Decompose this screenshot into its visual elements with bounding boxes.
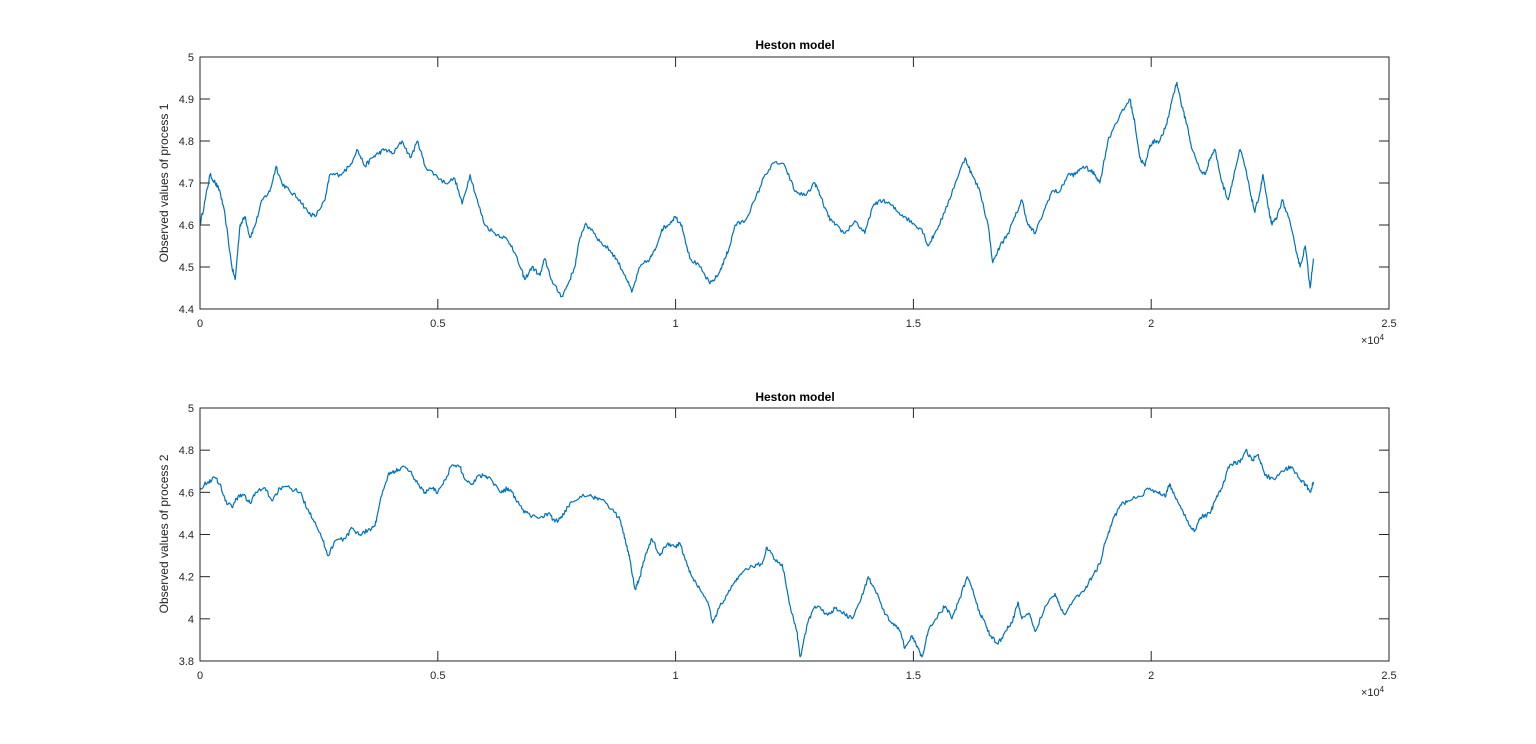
y-tick-label: 4: [188, 614, 194, 626]
x-tick-label: 2: [1148, 670, 1154, 682]
data-line-process-2[interactable]: [199, 448, 1314, 658]
x-multiplier: ×104: [1361, 333, 1385, 347]
y-tick-label: 4.6: [179, 220, 194, 232]
x-tick-label: 1: [673, 670, 679, 682]
y-tick-label: 4.5: [179, 262, 194, 274]
y-tick-label: 5: [188, 403, 194, 415]
axes-process-1[interactable]: Heston model Observed values of process …: [157, 38, 1397, 347]
x-tick-label: 1.5: [906, 318, 921, 330]
x-tick-label: 1: [673, 318, 679, 330]
chart-title: Heston model: [755, 390, 834, 404]
x-tick-label: 0: [197, 318, 203, 330]
y-tick-label: 4.8: [179, 136, 194, 148]
x-tick-label: 0: [197, 670, 203, 682]
y-tick-label: 4.9: [179, 94, 194, 106]
axes-process-2[interactable]: Heston model Observed values of process …: [157, 390, 1397, 699]
x-tick-label: 2.5: [1381, 318, 1396, 330]
x-tick-label: 1.5: [906, 670, 921, 682]
y-axis-label: Observed values of process 2: [157, 454, 171, 613]
y-tick-label: 4.4: [179, 304, 194, 316]
y-tick-label: 4.8: [179, 445, 194, 457]
axes-box: [199, 407, 1390, 662]
tick-group: 0 0.5 1 1.5 2 2.5 3.8 4 4.2 4.4 4.6 4.8 5: [179, 403, 1397, 682]
y-tick-label: 3.8: [179, 656, 194, 668]
x-tick-label: 0.5: [430, 318, 445, 330]
x-tick-label: 2: [1148, 318, 1154, 330]
data-line-process-1[interactable]: [199, 81, 1314, 298]
x-multiplier: ×104: [1361, 685, 1385, 699]
chart-title: Heston model: [755, 38, 834, 52]
y-axis-label: Observed values of process 1: [157, 103, 171, 262]
x-tick-label: 2.5: [1381, 670, 1396, 682]
y-tick-label: 4.6: [179, 487, 194, 499]
x-tick-label: 0.5: [430, 670, 445, 682]
y-tick-label: 5: [188, 52, 194, 64]
y-tick-label: 4.4: [179, 530, 194, 542]
axes-box: [199, 56, 1390, 310]
y-tick-label: 4.7: [179, 178, 194, 190]
y-tick-label: 4.2: [179, 572, 194, 584]
